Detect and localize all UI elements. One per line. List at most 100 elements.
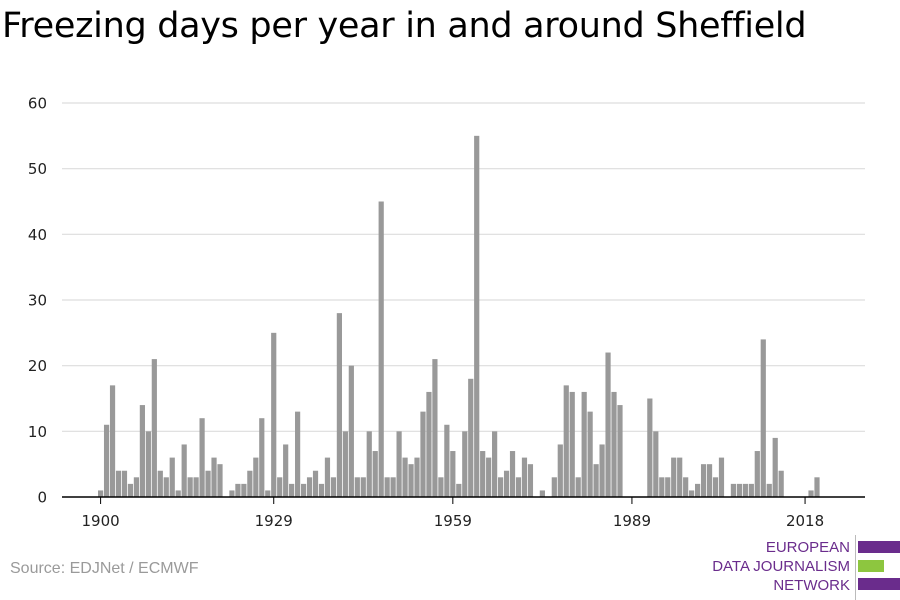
bar bbox=[265, 490, 271, 497]
bar bbox=[414, 457, 420, 497]
bar bbox=[480, 451, 486, 497]
bar bbox=[336, 313, 342, 497]
bar bbox=[253, 457, 259, 497]
bar bbox=[390, 477, 396, 497]
bar-chart: 0 10 20 30 40 50 60 1900 1929 1959 1989 2018 bbox=[28, 95, 865, 530]
logo-line-2: DATA JOURNALISM bbox=[712, 558, 850, 575]
bar bbox=[354, 477, 360, 497]
bar bbox=[372, 451, 378, 497]
y-tick-label: 10 bbox=[28, 423, 47, 441]
bar bbox=[503, 470, 510, 497]
bar bbox=[408, 464, 414, 497]
bar bbox=[527, 464, 534, 497]
bar bbox=[659, 477, 665, 497]
x-axis: 1900 1929 1959 1989 2018 bbox=[62, 496, 865, 530]
bar bbox=[318, 483, 325, 497]
y-axis-tick-labels: 0 10 20 30 40 50 60 bbox=[28, 95, 47, 507]
bar bbox=[103, 424, 110, 497]
logo-bar-bottom bbox=[858, 578, 900, 590]
x-tick-label: 2018 bbox=[786, 512, 824, 530]
bar bbox=[575, 477, 581, 497]
bar bbox=[647, 398, 653, 497]
bar bbox=[145, 431, 151, 497]
bar bbox=[450, 451, 456, 497]
bar bbox=[402, 457, 408, 497]
x-tick-label: 1929 bbox=[255, 512, 293, 530]
bar bbox=[665, 477, 671, 497]
bar bbox=[683, 477, 689, 497]
bar bbox=[569, 391, 575, 497]
bar bbox=[193, 477, 199, 497]
bar bbox=[324, 457, 331, 497]
bar bbox=[259, 418, 265, 497]
bar bbox=[187, 477, 193, 497]
bar bbox=[521, 457, 528, 497]
bar bbox=[605, 352, 611, 497]
bar bbox=[509, 451, 516, 497]
bar bbox=[486, 457, 492, 497]
bar bbox=[175, 490, 181, 497]
bar bbox=[157, 470, 163, 497]
bar bbox=[205, 470, 211, 497]
bar bbox=[277, 477, 283, 497]
bar bbox=[217, 464, 223, 497]
bar bbox=[700, 464, 707, 497]
bar bbox=[235, 483, 241, 497]
bar bbox=[736, 483, 742, 497]
logo-divider bbox=[855, 535, 856, 600]
y-tick-label: 50 bbox=[28, 160, 47, 178]
bar bbox=[121, 470, 128, 497]
y-tick-label: 0 bbox=[37, 489, 47, 507]
bar bbox=[295, 411, 301, 497]
bar bbox=[312, 470, 319, 497]
y-tick-label: 20 bbox=[28, 357, 47, 375]
bar bbox=[98, 490, 104, 497]
bar bbox=[438, 477, 444, 497]
bar bbox=[689, 490, 695, 497]
bar bbox=[587, 411, 593, 497]
chart-title: Freezing days per year in and around She… bbox=[2, 6, 807, 46]
x-tick-label: 1959 bbox=[434, 512, 472, 530]
bar bbox=[778, 470, 784, 497]
bar bbox=[551, 477, 557, 497]
bar bbox=[199, 418, 205, 497]
bar bbox=[271, 332, 277, 497]
bar bbox=[706, 464, 713, 497]
bar bbox=[539, 490, 545, 497]
bar bbox=[300, 483, 307, 497]
bar bbox=[378, 201, 384, 497]
bar bbox=[492, 431, 498, 497]
y-tick-label: 60 bbox=[28, 95, 47, 113]
bar bbox=[151, 359, 157, 497]
bar bbox=[497, 477, 504, 497]
bar bbox=[772, 437, 778, 497]
bar bbox=[127, 483, 134, 497]
bar bbox=[593, 464, 599, 497]
bar bbox=[599, 444, 605, 497]
logo-bar-middle bbox=[858, 560, 884, 572]
bar bbox=[139, 405, 145, 497]
bar bbox=[814, 477, 820, 497]
bar bbox=[109, 385, 116, 497]
bar bbox=[712, 477, 719, 497]
bar bbox=[432, 359, 438, 497]
bar bbox=[730, 483, 737, 497]
bar bbox=[342, 431, 348, 497]
bar bbox=[444, 424, 450, 497]
bar bbox=[677, 457, 683, 497]
source-note: Source: EDJNet / ECMWF bbox=[10, 560, 199, 577]
bar bbox=[748, 483, 754, 497]
bar bbox=[563, 385, 569, 497]
bar bbox=[468, 378, 474, 497]
logo-line-1: EUROPEAN bbox=[765, 539, 850, 556]
bar bbox=[766, 483, 772, 497]
bar bbox=[241, 483, 247, 497]
bar bbox=[754, 451, 760, 497]
bar bbox=[718, 457, 725, 497]
bar bbox=[760, 339, 766, 497]
bar bbox=[456, 483, 462, 497]
bar bbox=[283, 444, 289, 497]
bar bbox=[653, 431, 659, 497]
bar bbox=[211, 457, 217, 497]
bar bbox=[366, 431, 372, 497]
